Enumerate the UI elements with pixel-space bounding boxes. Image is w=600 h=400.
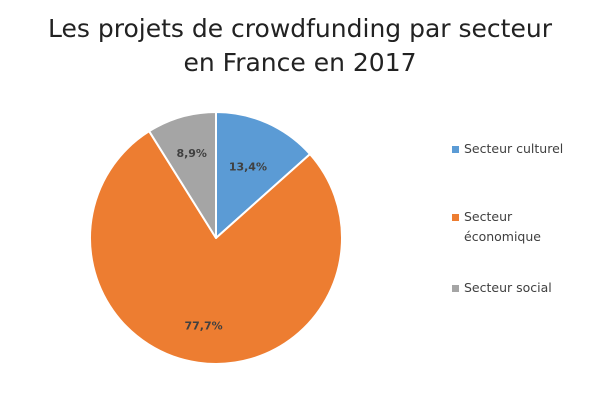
legend-label-culturel: Secteur culturel	[464, 141, 564, 156]
pie-slice-economique	[89, 130, 343, 365]
data-label-culturel: 13,4%	[229, 161, 267, 174]
legend-label-economique: Secteur économique	[464, 209, 541, 244]
data-label-social: 8,9%	[176, 147, 207, 160]
pie-slice-culturel	[215, 111, 311, 239]
legend-swatch-social	[452, 285, 459, 292]
data-label-economique: 77,7%	[185, 319, 223, 332]
legend-label-social: Secteur social	[464, 280, 552, 295]
chart-title-line-1: Les projets de crowdfunding par secteur	[48, 14, 552, 43]
pie-slice-social	[148, 111, 217, 239]
chart-title: Les projets de crowdfunding par secteur …	[0, 12, 600, 80]
legend-swatch-culturel	[452, 146, 459, 153]
chart-title-line-2: en France en 2017	[183, 48, 417, 77]
legend-swatch-economique	[452, 214, 459, 221]
